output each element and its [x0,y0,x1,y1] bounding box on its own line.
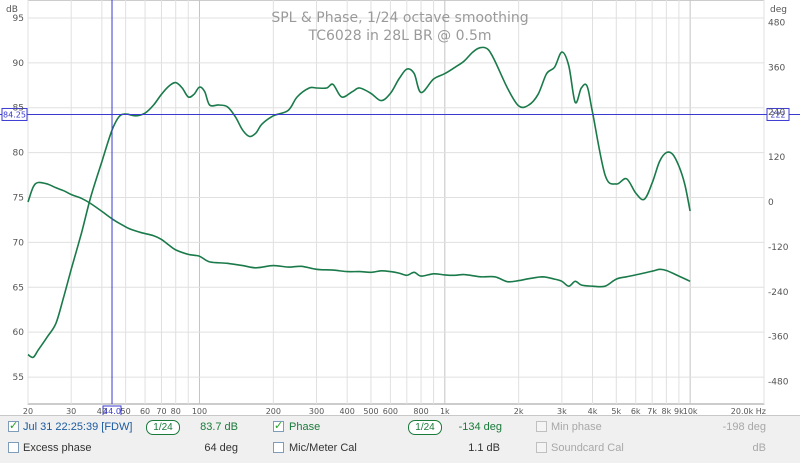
cursor-right-label: 222 [770,110,785,119]
right-tick-label: 360 [768,63,785,73]
min-phase-checkbox[interactable] [536,421,547,432]
x-tick-label: 20.0k Hz [731,407,766,415]
min-phase-value: -198 deg [722,421,766,433]
x-tick-label: 80 [171,407,181,415]
mic-cal-value: 1.1 dB [468,442,500,454]
x-tick-label: 4k [588,407,598,415]
left-tick-label: 80 [13,149,25,159]
spl-trace-label[interactable]: Jul 31 22:25:39 [FDW] [23,421,133,433]
x-tick-label: 7k [647,407,657,415]
x-tick-label: 10k [683,407,698,415]
grid [27,0,765,404]
x-tick-label: 800 [413,407,428,415]
series-group [27,46,691,359]
left-tick-label: 85 [13,104,24,114]
chart-title: SPL & Phase, 1/24 octave smoothing [271,10,528,26]
right-tick-label: -360 [768,333,789,343]
x-tick-label: 200 [266,407,281,415]
chart-subtitle: TC6028 in 28L BR @ 0.5m [308,28,492,44]
right-tick-label: -480 [768,378,789,388]
left-tick-label: 65 [13,283,24,293]
mic-cal-label[interactable]: Mic/Meter Cal [289,442,357,454]
spl-value: 83.7 dB [200,421,238,433]
x-tick-label: 400 [340,407,355,415]
right-tick-label: 120 [768,153,785,163]
x-tick-label: 8k [662,407,672,415]
x-tick-label: 30 [66,407,76,415]
excess-phase-checkbox[interactable] [8,442,19,453]
left-tick-label: 55 [13,373,24,383]
soundcard-cal-checkbox[interactable] [536,442,547,453]
x-tick-label: 500 [363,407,378,415]
legend-bar: Jul 31 22:25:39 [FDW] 1/24 83.7 dB Phase… [0,415,800,463]
legend-row-1: Jul 31 22:25:39 [FDW] 1/24 83.7 dB Phase… [0,419,800,439]
left-tick-label: 90 [13,59,25,69]
left-tick-label: 60 [13,328,25,338]
x-tick-label: 50 [121,407,131,415]
x-tick-label: 6k [631,407,641,415]
x-tick-label: 60 [140,407,150,415]
x-tick-label: 9k [674,407,684,415]
x-tick-label: 40 [97,407,107,415]
plot-area [27,0,765,405]
spl-series-line [27,46,691,359]
left-axis-label: dB [6,5,18,15]
right-tick-label: -240 [768,288,789,298]
right-tick-label: -120 [768,243,789,253]
left-tick-label: 75 [13,194,24,204]
right-tick-label: 0 [768,198,774,208]
spl-smoothing-indicator[interactable]: 1/24 [146,420,180,435]
x-tick-label: 1k [440,407,450,415]
cursor-x-label: 44.0 [103,407,121,415]
x-tick-label: 3k [557,407,567,415]
cursor-y-label: 84.25 [3,110,26,119]
right-tick-label: 240 [768,108,785,118]
x-tick-label: 600 [383,407,398,415]
phase-series-line [27,181,691,288]
spl-checkbox[interactable] [8,419,19,432]
excess-phase-value: 64 deg [204,442,238,454]
x-tick-label: 2k [514,407,524,415]
cursor-y-label-box [1,107,28,121]
cursor-right-label-box [766,107,790,121]
legend-row-2: Excess phase 64 deg Mic/Meter Cal 1.1 dB… [0,440,800,460]
right-axis-label: deg [770,5,787,15]
right-tick-label: 480 [768,18,785,28]
left-tick-label: 95 [13,14,24,24]
tick-labels: 55 60 65 70 75 80 85 90 95 480 360 240 120 0 -120 -240 -… [13,14,789,415]
x-tick-label: 20 [23,407,33,415]
spl-phase-chart: 84.25 222 44.0 55 60 65 70 75 80 85 90 95 480 360 240… [0,0,800,415]
cursor-x-label-box [102,405,122,415]
excess-phase-label[interactable]: Excess phase [23,442,92,454]
soundcard-cal-value: dB [752,442,766,454]
x-tick-label: 70 [156,407,166,415]
x-tick-label: 100 [192,407,207,415]
phase-checkbox[interactable] [273,419,284,432]
min-phase-label[interactable]: Min phase [551,421,602,433]
soundcard-cal-label[interactable]: Soundcard Cal [551,442,624,454]
phase-smoothing-indicator[interactable]: 1/24 [408,420,442,435]
phase-value: -134 deg [458,421,502,433]
x-tick-label: 300 [309,407,324,415]
phase-label[interactable]: Phase [289,421,321,433]
left-tick-label: 70 [13,238,25,248]
mic-cal-checkbox[interactable] [273,442,284,453]
cursor-group: 84.25 222 44.0 [0,0,800,415]
x-tick-label: 5k [611,407,621,415]
